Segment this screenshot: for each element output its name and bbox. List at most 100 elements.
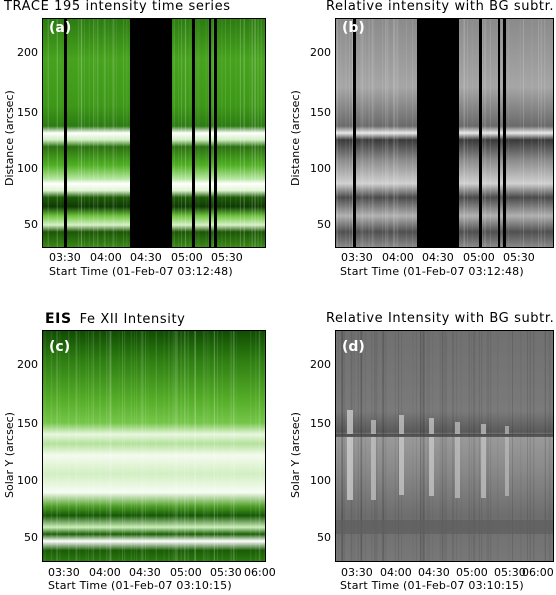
texture-streak [255, 330, 257, 562]
texture-streak [548, 330, 550, 562]
texture-streak [57, 18, 58, 248]
panel-c-xtick-0330: 03:30 [48, 566, 80, 579]
panel-d-xtick-0400: 04:00 [380, 566, 412, 579]
panel-d-xtick-0330: 03:30 [341, 566, 373, 579]
texture-streak [79, 330, 81, 562]
texture-streak [371, 18, 372, 248]
texture-streak [254, 18, 256, 248]
panel-c-heatmap [42, 330, 266, 562]
texture-streak [478, 330, 480, 562]
texture-streak [110, 330, 112, 562]
texture-streak [243, 18, 245, 248]
texture-streak [185, 330, 187, 562]
texture-streak [467, 18, 468, 248]
panel-d-xtick-0600: 06:00 [522, 566, 554, 579]
texture-streak [260, 18, 262, 248]
texture-streak [214, 330, 215, 562]
panel-c-ytick-200: 200 [17, 358, 38, 371]
texture-streak [251, 18, 253, 248]
texture-streak [381, 330, 383, 562]
texture-streak [396, 18, 398, 248]
texture-streak [85, 330, 87, 562]
texture-streak [194, 330, 196, 562]
texture-streak [141, 330, 143, 562]
texture-streak [106, 330, 108, 562]
texture-streak [212, 18, 214, 248]
texture-streak [44, 330, 46, 562]
texture-streak [368, 18, 370, 248]
panel-c-title: EIS Fe XII Intensity [45, 311, 185, 327]
texture-streak [362, 18, 364, 248]
panel-a-ytick-100: 100 [17, 162, 38, 175]
texture-streak [198, 18, 200, 248]
texture-streak [357, 330, 359, 562]
texture-streak [360, 330, 362, 562]
texture-streak [340, 330, 342, 562]
texture-streak [523, 18, 524, 248]
texture-streak [94, 18, 96, 248]
texture-streak [83, 18, 85, 248]
texture-streak [460, 330, 462, 562]
texture-streak [427, 330, 429, 562]
texture-streak [155, 330, 157, 562]
texture-streak [463, 18, 465, 248]
texture-streak [59, 330, 61, 562]
texture-streak [239, 18, 241, 248]
panel-a-ytick-50: 50 [24, 218, 38, 231]
texture-streak [394, 18, 396, 248]
texture-streak [107, 18, 109, 248]
texture-streak [361, 330, 363, 562]
texture-streak [420, 330, 422, 562]
texture-streak [508, 18, 510, 248]
panel-c-xtick-0500: 05:00 [170, 566, 202, 579]
texture-streak [364, 18, 366, 248]
texture-streak [136, 330, 138, 562]
texture-streak [123, 18, 125, 248]
texture-streak [385, 18, 387, 248]
panel-b-xtick-0400: 04:00 [382, 251, 414, 264]
texture-streak [118, 330, 120, 562]
texture-streak [441, 330, 443, 562]
panel-b-xlabel: Start Time (01-Feb-07 03:12:48) [340, 265, 524, 278]
texture-streak [236, 330, 238, 562]
texture-streak [259, 330, 261, 562]
panel-c-xlabel: Start Time (01-Feb-07 03:10:15) [48, 579, 232, 592]
texture-streak [382, 330, 384, 562]
panel-a-label: (a) [49, 20, 72, 36]
texture-streak [56, 18, 58, 248]
texture-streak [372, 18, 374, 248]
texture-streak [422, 330, 424, 562]
panel-c-ytick-50: 50 [24, 531, 38, 544]
texture-streak [345, 18, 347, 248]
texture-streak [180, 330, 182, 562]
texture-streak [203, 330, 205, 562]
texture-streak [342, 330, 343, 562]
texture-streak [343, 330, 345, 562]
texture-streak [81, 18, 83, 248]
texture-streak [352, 18, 354, 248]
panel-d-xtick-0430: 04:30 [418, 566, 450, 579]
texture-streak [250, 330, 252, 562]
texture-streak [185, 18, 187, 248]
texture-streak [197, 18, 199, 248]
panel-a-title: TRACE 195 intensity time series [4, 0, 231, 14]
panel-d-label: (d) [342, 339, 365, 355]
panel-d-ylabel: Solar Y (arcsec) [289, 412, 302, 498]
texture-streak [93, 330, 95, 562]
panel-a-xtick-0330: 03:30 [49, 251, 81, 264]
texture-streak [172, 330, 174, 562]
panel-d-ytick-50: 50 [317, 531, 331, 544]
texture-streak [208, 330, 210, 562]
texture-streak [382, 18, 384, 248]
texture-streak [224, 18, 226, 248]
panel-a-xlabel: Start Time (01-Feb-07 03:12:48) [49, 265, 233, 278]
texture-streak [341, 330, 343, 562]
panel-c-label: (c) [49, 339, 71, 355]
panel-a-xtick-0500: 05:00 [171, 251, 203, 264]
panel-b-label: (b) [342, 20, 365, 36]
texture-streak [533, 330, 535, 562]
texture-streak [213, 330, 215, 562]
texture-streak [527, 330, 528, 562]
texture-streak [486, 330, 488, 562]
texture-streak [88, 18, 90, 248]
